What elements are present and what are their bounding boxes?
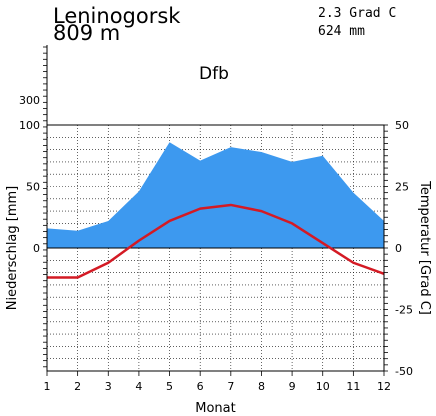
month-label: 3 xyxy=(105,380,112,393)
month-label: 4 xyxy=(135,380,142,393)
left-tick-label: 100 xyxy=(19,119,40,132)
left-tick-label: 50 xyxy=(26,181,40,194)
month-label: 7 xyxy=(227,380,234,393)
annual-precipitation: 624 mm xyxy=(318,24,365,39)
left-tick-label-extra: 300 xyxy=(19,94,40,107)
month-label: 10 xyxy=(316,380,330,393)
right-tick-label: 0 xyxy=(395,242,402,255)
month-label: 5 xyxy=(166,380,173,393)
month-label: 1 xyxy=(44,380,51,393)
right-tick-label: -25 xyxy=(395,304,413,317)
month-label: 2 xyxy=(74,380,81,393)
station-elevation: 809 m xyxy=(53,21,121,45)
left-tick-label: 0 xyxy=(33,242,40,255)
right-axis-title: Temperatur [Grad C] xyxy=(417,180,432,315)
station-name: Leninogorsk xyxy=(53,4,181,28)
month-label: 11 xyxy=(346,380,360,393)
climate-class: Dfb xyxy=(199,64,229,84)
right-tick-label: 25 xyxy=(395,181,409,194)
left-axis-title: Niederschlag [mm] xyxy=(5,186,20,311)
mean-temperature: 2.3 Grad C xyxy=(318,6,397,21)
month-label: 6 xyxy=(197,380,204,393)
right-tick-label: -50 xyxy=(395,365,413,378)
precipitation-area xyxy=(47,142,384,248)
month-label: 9 xyxy=(289,380,296,393)
month-label: 12 xyxy=(377,380,391,393)
right-tick-label: 50 xyxy=(395,119,409,132)
month-label: 8 xyxy=(258,380,265,393)
temperature-line xyxy=(47,203,385,279)
x-axis-title: Monat xyxy=(195,401,235,416)
